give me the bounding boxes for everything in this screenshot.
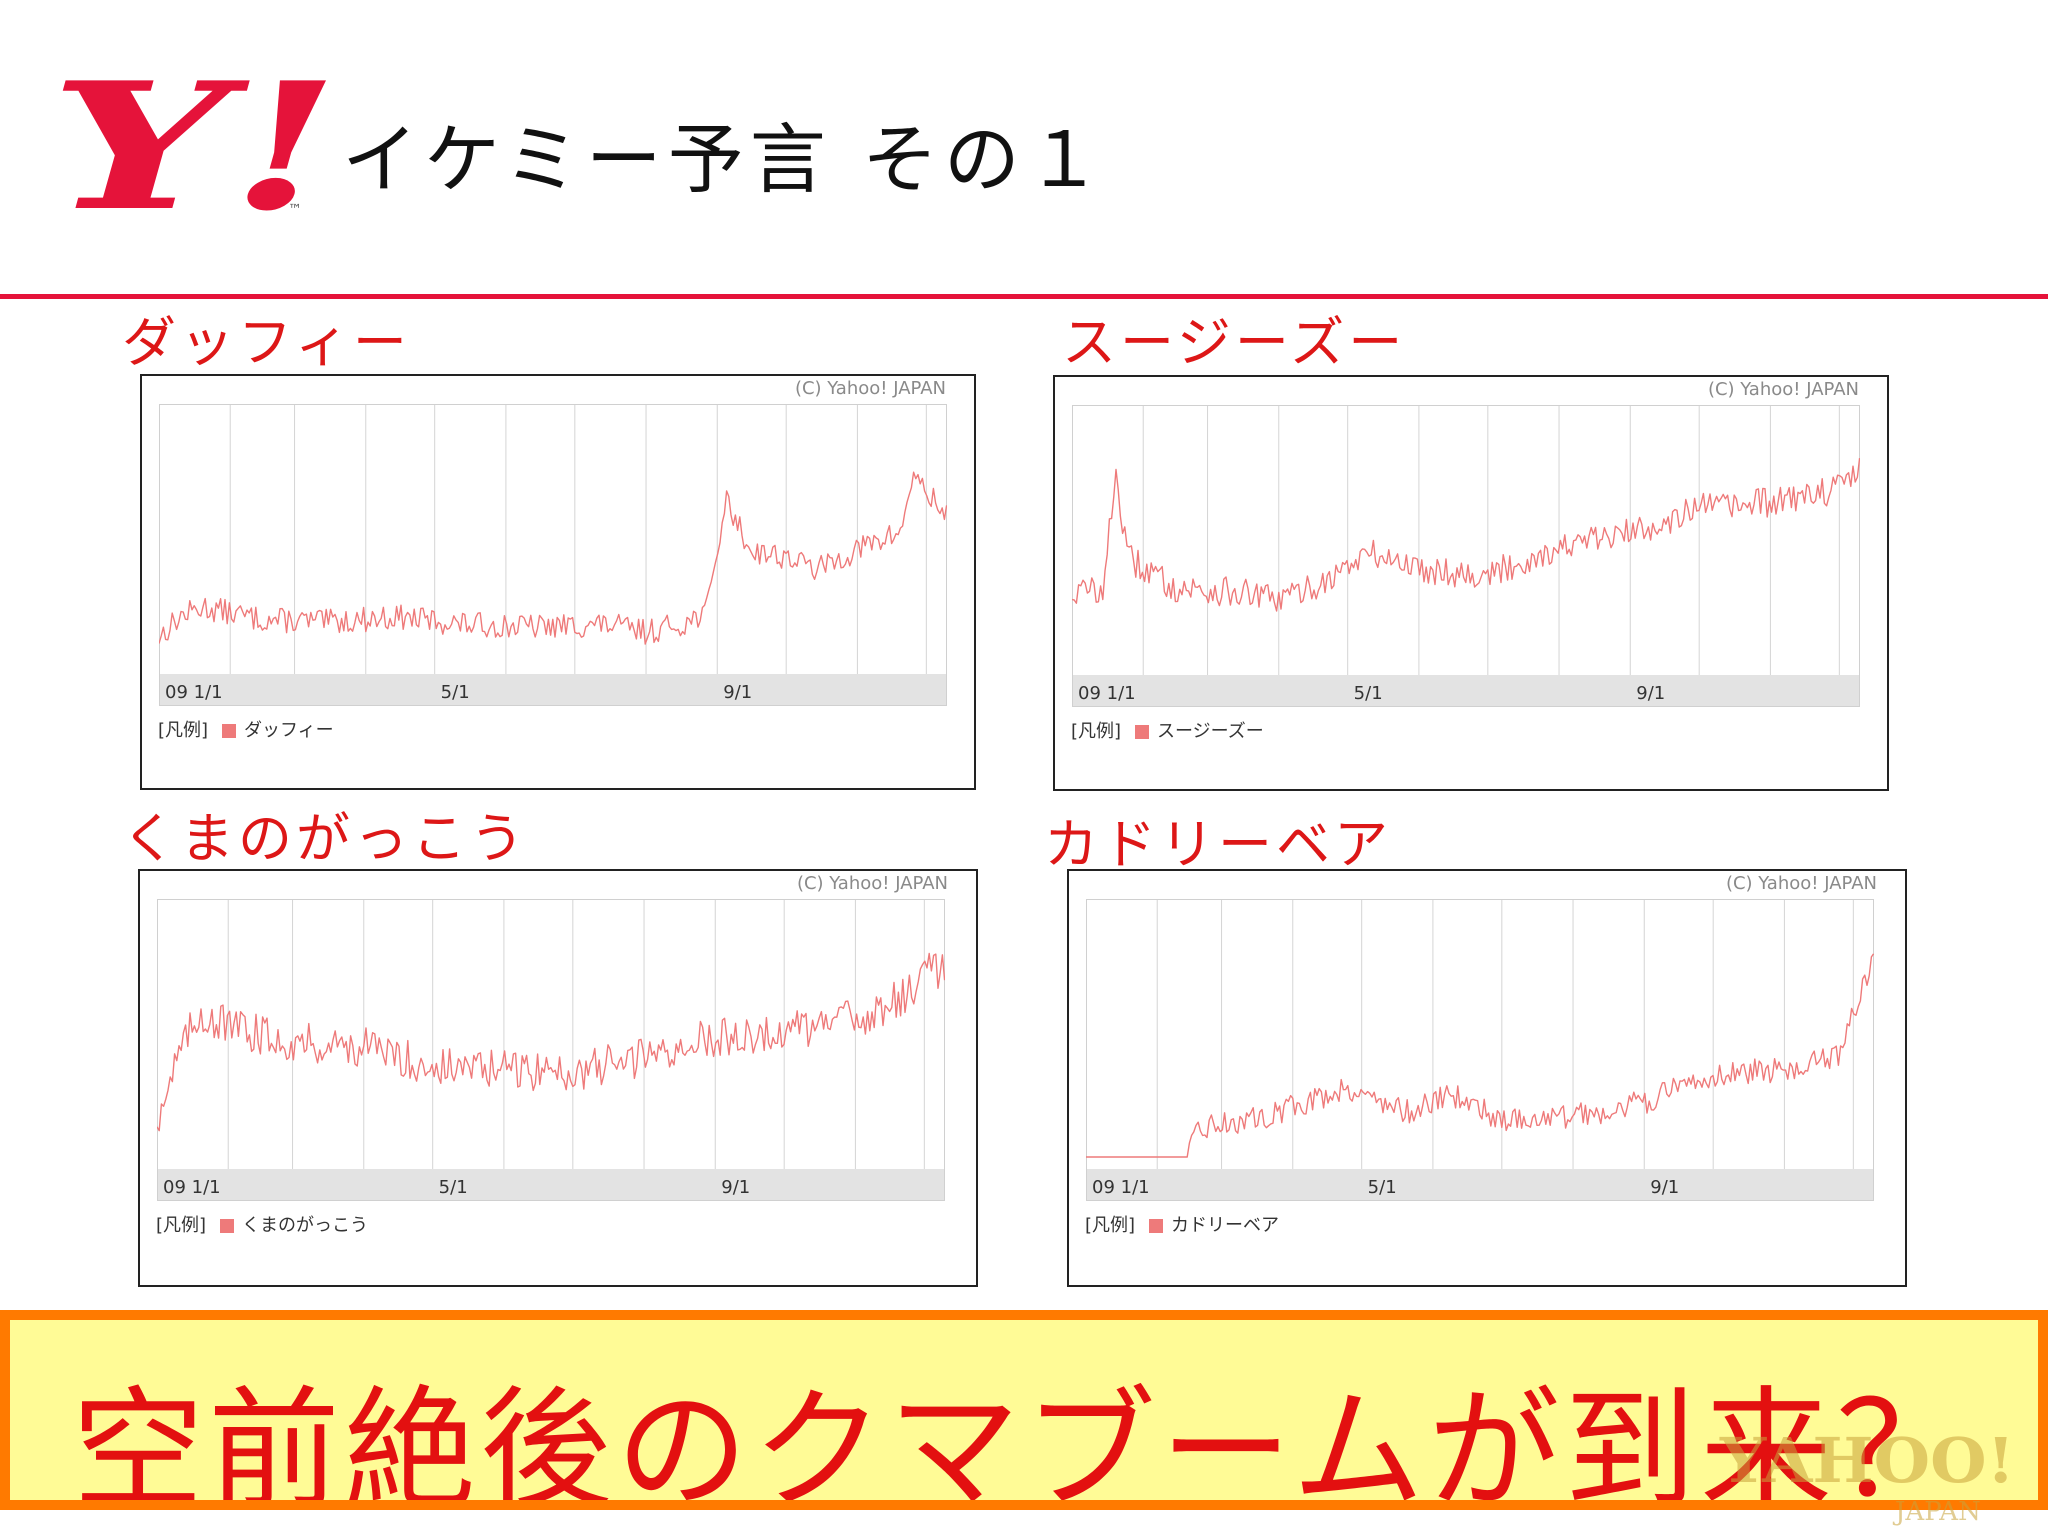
chart-panel-kuma-no-gakkou: (C) Yahoo! JAPAN 09 1/1 5/1 9/1 [凡例] くまのがっこ…	[138, 869, 978, 1287]
plot-frame	[159, 404, 947, 706]
series-line	[1086, 953, 1874, 1158]
slide-title: イケミー予言 その１	[342, 115, 1108, 204]
x-tick-label: 9/1	[721, 1177, 750, 1198]
chart-title-kuma-no-gakkou: くまのがっこう	[122, 807, 528, 870]
yahoo-logo: Y! ™	[50, 58, 340, 233]
x-axis-band	[159, 674, 947, 706]
plot-background	[1086, 899, 1874, 1169]
x-tick-label: 09 1/1	[1078, 683, 1136, 704]
legend-series-name: ダッフィー	[244, 720, 334, 741]
chart-plot: 09 1/1 5/1 9/1	[1072, 405, 1860, 707]
x-axis-band	[1086, 1169, 1874, 1201]
series-line	[159, 471, 947, 645]
x-tick-label: 09 1/1	[165, 682, 223, 703]
chart-legend: [凡例] カドリーベア	[1085, 1211, 1279, 1237]
chart-legend: [凡例] スージーズー	[1071, 717, 1264, 743]
legend-series-name: カドリーベア	[1171, 1215, 1280, 1236]
series-line	[1072, 458, 1860, 612]
chart-plot: 09 1/1 5/1 9/1	[1086, 899, 1874, 1201]
plot-background	[159, 404, 947, 674]
chart-plot: 09 1/1 5/1 9/1	[159, 404, 947, 706]
legend-swatch	[220, 1219, 235, 1233]
plot-background	[1072, 405, 1860, 675]
watermark-subtext: JAPAN	[1892, 1497, 1981, 1527]
chart-legend: [凡例] くまのがっこう	[156, 1211, 368, 1237]
yahoo-japan-watermark: YAHOO! JAPAN	[1719, 1424, 2015, 1527]
watermark-text: YAHOO!	[1719, 1424, 2015, 1497]
x-tick-label: 9/1	[723, 682, 752, 703]
x-tick-label: 5/1	[1368, 1177, 1397, 1198]
chart-legend: [凡例] ダッフィー	[158, 716, 334, 742]
title-divider	[0, 294, 2048, 299]
x-tick-label: 09 1/1	[163, 1177, 221, 1198]
chart-credit: (C) Yahoo! JAPAN	[796, 873, 948, 894]
chart-credit: (C) Yahoo! JAPAN	[1725, 873, 1877, 894]
x-tick-label: 09 1/1	[1092, 1177, 1150, 1198]
legend-prefix: [凡例]	[1085, 1215, 1136, 1236]
x-tick-label: 5/1	[439, 1177, 468, 1198]
x-axis-band	[157, 1169, 945, 1201]
x-tick-label: 5/1	[1354, 683, 1383, 704]
chart-panel-suzy-zoo: (C) Yahoo! JAPAN 09 1/1 5/1 9/1 [凡例] スージーズー	[1053, 375, 1889, 791]
series-line	[157, 952, 945, 1132]
conclusion-banner: 空前絶後のクマブームが到来？	[0, 1310, 2048, 1510]
chart-title-duffy: ダッフィー	[122, 311, 411, 374]
chart-credit: (C) Yahoo! JAPAN	[1707, 379, 1859, 400]
plot-frame	[157, 899, 945, 1201]
x-tick-label: 9/1	[1636, 683, 1665, 704]
banner-inner: 空前絶後のクマブームが到来？	[10, 1320, 2038, 1500]
plot-frame	[1072, 405, 1860, 707]
legend-swatch	[222, 724, 237, 738]
x-tick-label: 9/1	[1650, 1177, 1679, 1198]
chart-panel-duffy: (C) Yahoo! JAPAN 09 1/1 5/1 9/1 [凡例] ダッフィー	[140, 374, 976, 790]
plot-background	[157, 899, 945, 1169]
chart-plot: 09 1/1 5/1 9/1	[157, 899, 945, 1201]
legend-swatch	[1149, 1219, 1164, 1233]
x-tick-label: 5/1	[441, 682, 470, 703]
legend-prefix: [凡例]	[158, 720, 209, 741]
legend-series-name: くまのがっこう	[242, 1215, 369, 1236]
x-axis-band	[1072, 675, 1860, 707]
yahoo-logo-tm: ™	[288, 202, 302, 218]
legend-series-name: スージーズー	[1157, 721, 1264, 742]
chart-credit: (C) Yahoo! JAPAN	[794, 378, 946, 399]
legend-prefix: [凡例]	[1071, 721, 1122, 742]
banner-text: 空前絶後のクマブームが到来？	[72, 1374, 1973, 1500]
chart-panel-cuddly-bear: (C) Yahoo! JAPAN 09 1/1 5/1 9/1 [凡例] カドリーベア	[1067, 869, 1907, 1287]
chart-title-suzy-zoo: スージーズー	[1062, 311, 1407, 374]
legend-prefix: [凡例]	[156, 1215, 207, 1236]
legend-swatch	[1135, 725, 1150, 739]
chart-title-cuddly-bear: カドリーベア	[1044, 813, 1392, 876]
yahoo-logo-text: Y!	[50, 58, 340, 233]
plot-frame	[1086, 899, 1874, 1201]
